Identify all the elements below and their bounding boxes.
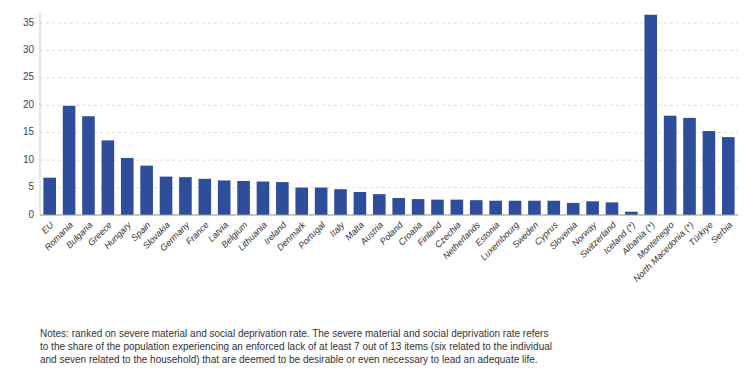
grid-line	[40, 50, 738, 51]
bar	[140, 166, 153, 215]
x-tick-label: Portugal	[296, 219, 327, 250]
bar	[470, 200, 483, 215]
bar	[606, 202, 619, 215]
bar	[392, 198, 405, 215]
bar	[509, 201, 522, 215]
y-tick-label: 0	[28, 209, 34, 220]
grid-line	[40, 215, 738, 216]
y-tick-label: 15	[23, 126, 35, 137]
x-tick-label: Serbia	[709, 220, 734, 245]
bar	[199, 179, 212, 215]
y-axis-line	[40, 12, 41, 215]
bar	[683, 118, 696, 215]
y-tick-label: 30	[23, 44, 35, 55]
y-grid	[40, 23, 738, 215]
bar	[722, 137, 735, 215]
x-tick-labels: EURomaniaBulgariaGreeceHungarySpainSlova…	[40, 219, 735, 284]
bar	[431, 200, 444, 215]
x-axis-line	[40, 215, 738, 216]
y-tick-label: 10	[23, 154, 35, 165]
bar	[373, 194, 386, 215]
bar	[334, 189, 347, 215]
chart: 0 5 10 15 20 25 30 35 EURomaniaBulgariaGreeceHun…	[0, 0, 750, 375]
bar	[102, 140, 115, 215]
grid-line	[40, 77, 738, 78]
x-tick-label: North Macedonia (*)	[631, 220, 695, 284]
note: Notes: ranked on severe material and soc…	[40, 328, 552, 365]
bar	[354, 192, 367, 215]
annotations: Notes: ranked on severe material and soc…	[40, 328, 552, 365]
bar	[451, 200, 464, 215]
bar	[218, 180, 231, 215]
y-tick-label: 35	[23, 17, 35, 28]
bar	[548, 201, 561, 215]
bar	[179, 177, 192, 215]
bar	[82, 116, 95, 215]
x-tick-label: Türkiye	[687, 220, 715, 248]
bar	[160, 177, 173, 215]
bar	[567, 203, 580, 215]
chart-container: 0 5 10 15 20 25 30 35 EURomaniaBulgariaGreeceHun…	[0, 0, 750, 375]
y-tick-label: 25	[23, 71, 35, 82]
bar	[121, 158, 134, 215]
bar	[528, 201, 541, 215]
grid-line	[40, 160, 738, 161]
bar	[703, 131, 716, 215]
x-tick-label: Sweden	[510, 220, 540, 250]
bar	[412, 199, 425, 215]
bar	[586, 201, 599, 215]
grid-line	[40, 105, 738, 106]
bar	[315, 188, 328, 215]
y-tick-label: 20	[23, 99, 35, 110]
bar	[43, 178, 56, 215]
grid-line	[40, 22, 738, 23]
y-tick-label: 5	[28, 181, 34, 192]
bar	[489, 201, 502, 215]
bar	[295, 188, 308, 215]
grid-line	[40, 132, 738, 133]
bar	[63, 106, 76, 215]
bar	[237, 181, 250, 215]
bar	[257, 182, 270, 215]
bar	[664, 116, 677, 215]
bar	[276, 182, 289, 215]
y-tick-labels: 0 5 10 15 20 25 30 35	[23, 17, 35, 220]
bars	[43, 15, 734, 215]
bar	[644, 15, 657, 215]
x-tick-label: France	[184, 220, 211, 247]
